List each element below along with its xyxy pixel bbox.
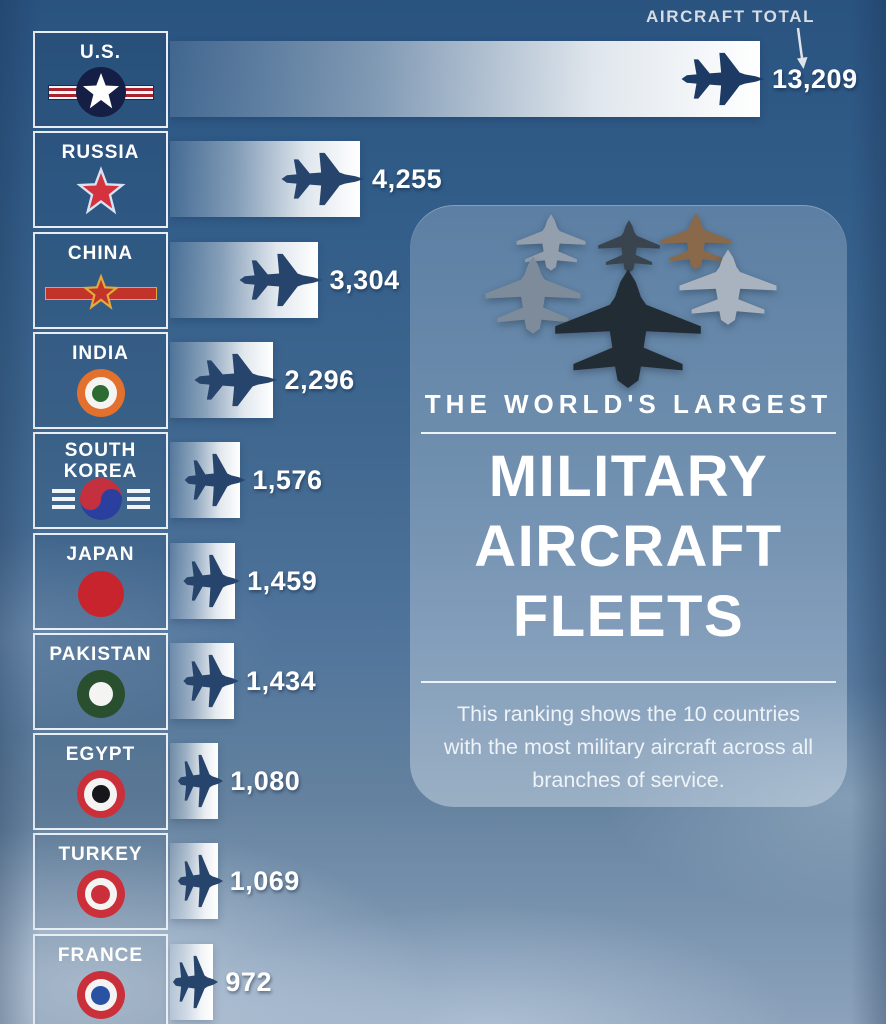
bar-india <box>170 342 277 418</box>
plaaf-roundel-icon <box>44 273 157 313</box>
country-name: CHINA <box>67 243 134 264</box>
f35-silhouette-icon <box>178 754 224 808</box>
chart-row-us: U.S. 13,209 <box>0 31 886 128</box>
chart-row-france: FRANCE 972 <box>0 934 886 1024</box>
bar-us <box>170 41 765 117</box>
country-name: EGYPT <box>65 744 136 765</box>
chart-row-china: CHINA 3,304 <box>0 232 886 329</box>
f35-silhouette-icon <box>281 152 365 206</box>
f35-silhouette-icon <box>173 955 219 1009</box>
divider <box>421 432 836 434</box>
value-label: 13,209 <box>772 64 858 94</box>
country-box-egypt: EGYPT <box>33 733 168 830</box>
chart-row-turkey: TURKEY 1,069 <box>0 833 886 930</box>
panel-title-line2: AIRCRAFT <box>474 514 783 579</box>
country-box-japan: JAPAN <box>33 533 168 630</box>
country-box-south-korea: SOUTH KOREA <box>33 432 168 529</box>
panel-kicker: THE WORLD'S LARGEST <box>424 389 833 419</box>
jet-formation-image <box>410 205 847 405</box>
panel-title-line1: MILITARY <box>488 444 769 509</box>
f35-silhouette-icon <box>681 52 765 106</box>
russia-red-star-icon <box>77 168 124 213</box>
country-name: JAPAN <box>66 544 135 565</box>
arrow-down-icon <box>796 28 808 69</box>
country-box-china: CHINA <box>33 232 168 329</box>
f35-silhouette-icon <box>183 554 240 608</box>
f35-silhouette-icon <box>177 854 223 908</box>
chart-row-russia: RUSSIA 4,255 <box>0 131 886 228</box>
value-label: 1,459 <box>247 566 318 596</box>
bar-japan <box>170 543 240 619</box>
f35-silhouette-icon <box>194 353 277 407</box>
aircraft-total-label: AIRCRAFT TOTAL <box>646 7 816 26</box>
panel-title: MILITARY AIRCRAFT FLEETS <box>410 442 847 652</box>
stealth-jet-icon <box>555 269 701 388</box>
value-label: 972 <box>225 967 272 997</box>
value-label: 1,576 <box>252 465 323 495</box>
country-name: SOUTH KOREA <box>63 440 138 482</box>
country-name: FRANCE <box>57 945 144 966</box>
divider <box>421 681 836 683</box>
japan-hinomaru-icon <box>77 571 124 617</box>
turkey-roundel-icon <box>76 870 125 918</box>
country-name: PAKISTAN <box>49 644 152 665</box>
value-label: 4,255 <box>372 164 443 194</box>
value-label: 3,304 <box>329 265 400 295</box>
value-label: 1,434 <box>246 666 317 696</box>
country-name: INDIA <box>72 343 129 364</box>
chart-row-pakistan: PAKISTAN 1,434 <box>0 633 886 730</box>
value-label: 2,296 <box>284 365 355 395</box>
country-box-france: FRANCE <box>33 934 168 1024</box>
pakistan-roundel-icon <box>76 670 125 718</box>
country-box-russia: RUSSIA <box>33 131 168 228</box>
chart-row-south-korea: SOUTH KOREA 1,576 <box>0 432 886 529</box>
bar-france <box>170 944 219 1020</box>
country-name: TURKEY <box>58 844 143 865</box>
chart-row-japan: JAPAN 1,459 <box>0 533 886 630</box>
country-box-turkey: TURKEY <box>33 833 168 930</box>
usaf-roundel-icon <box>47 67 154 117</box>
chart-row-india: INDIA 2,296 <box>0 332 886 429</box>
value-label: 1,080 <box>230 766 301 796</box>
bar-south-korea <box>170 442 246 518</box>
bar-egypt <box>170 743 224 819</box>
south-korea-taegeuk-icon <box>51 478 150 520</box>
egypt-roundel-icon <box>76 770 125 818</box>
bar-china <box>170 242 322 318</box>
bar-turkey <box>170 843 223 919</box>
bar-russia <box>170 141 365 217</box>
value-label: 1,069 <box>229 866 300 896</box>
panel-description: This ranking shows the 10 countries with… <box>443 702 814 792</box>
country-box-us: U.S. <box>33 31 168 128</box>
panel-title-line3: FLEETS <box>512 584 745 649</box>
country-box-pakistan: PAKISTAN <box>33 633 168 730</box>
chart-row-egypt: EGYPT 1,080 <box>0 733 886 830</box>
info-panel: THE WORLD'S LARGEST MILITARY AIRCRAFT FL… <box>410 205 847 807</box>
f35-silhouette-icon <box>239 253 322 307</box>
f35-silhouette-icon <box>184 453 246 507</box>
f35-silhouette-icon <box>183 654 239 708</box>
country-name: RUSSIA <box>61 142 140 163</box>
bar-pakistan <box>170 643 239 719</box>
country-box-india: INDIA <box>33 332 168 429</box>
country-name: U.S. <box>80 42 121 63</box>
france-roundel-icon <box>76 971 125 1019</box>
india-roundel-icon <box>76 369 125 417</box>
